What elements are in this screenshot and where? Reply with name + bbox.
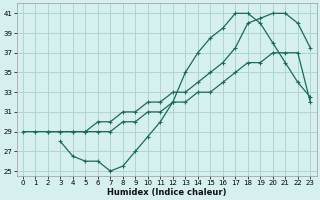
X-axis label: Humidex (Indice chaleur): Humidex (Indice chaleur) <box>107 188 226 197</box>
